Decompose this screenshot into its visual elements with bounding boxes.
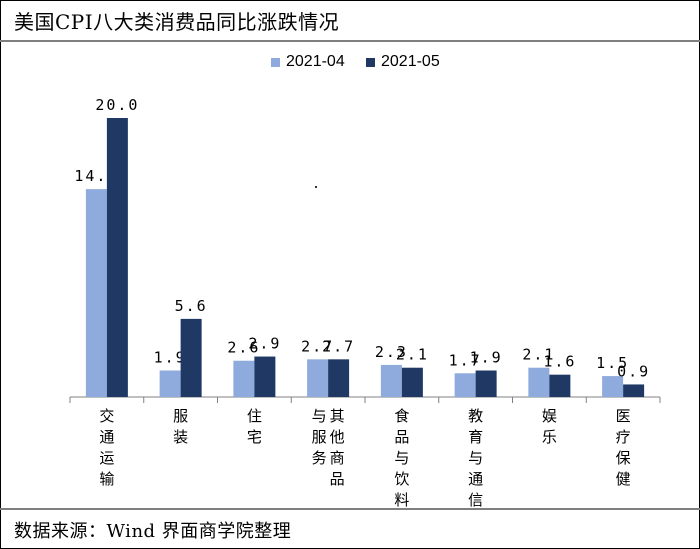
category-label-char: 乐	[542, 428, 557, 446]
source-divider	[0, 508, 700, 510]
category-label-char: 医	[616, 407, 631, 425]
bar-2021-04-4	[380, 364, 402, 397]
bar-2021-04-2	[233, 360, 255, 397]
category-label-char: 育	[468, 428, 483, 446]
data-source: 数据来源：Wind 界面商学院整理	[14, 521, 292, 542]
bar-2021-05-1	[180, 318, 202, 397]
bar-2021-05-3	[328, 359, 350, 397]
category-label-char: 住	[247, 407, 262, 425]
data-label-2021-05-6: 1.6	[543, 353, 576, 371]
data-label-2021-04-3: 2.7	[301, 337, 334, 355]
legend-label-2021-05: 2021-05	[381, 53, 440, 70]
category-label-char: 健	[616, 470, 631, 488]
bar-2021-05-5	[475, 370, 497, 397]
category-label-char: 品	[330, 470, 345, 488]
bar-2021-04-0	[85, 189, 107, 397]
category-label-char: 服	[312, 428, 327, 446]
category-label-char: 装	[173, 428, 188, 446]
bar-2021-05-2	[254, 356, 276, 397]
data-label-2021-04-0: 14.9	[74, 167, 118, 185]
bar-2021-05-4	[401, 367, 423, 397]
category-label-char: 服	[173, 407, 188, 425]
category-label-char: 与	[394, 449, 409, 467]
data-label-2021-04-5: 1.7	[449, 351, 482, 369]
category-label-char: 信	[468, 491, 483, 509]
category-label-char: 食	[394, 407, 409, 425]
category-label-char: 饮	[394, 470, 409, 488]
legend-swatch-2021-04	[271, 57, 280, 67]
data-label-2021-04-1: 1.9	[154, 348, 187, 366]
bar-2021-04-5	[454, 373, 476, 397]
category-label-char: 与	[312, 407, 327, 425]
category-label-char: 商	[330, 449, 345, 467]
category-label-char: 运	[99, 449, 114, 467]
category-label-char: 保	[616, 449, 631, 467]
category-label-char: 他	[330, 428, 345, 446]
legend-swatch-2021-05	[366, 57, 375, 67]
data-label-2021-05-1: 5.6	[175, 297, 208, 315]
data-label-2021-05-7: 0.9	[617, 362, 650, 380]
category-label-char: 务	[312, 449, 327, 467]
chart-title: 美国CPI八大类消费品同比涨跌情况	[14, 10, 340, 34]
title-divider	[0, 40, 700, 42]
bar-2021-05-7	[623, 384, 645, 397]
legend-item-2021-04: 2021-04	[271, 53, 345, 71]
legend-label-2021-04: 2021-04	[286, 53, 345, 70]
category-label-char: 交	[99, 407, 114, 425]
data-label-2021-04-7: 1.5	[596, 354, 629, 372]
bar-2021-05-0	[106, 118, 128, 397]
category-label-char: 料	[394, 491, 409, 509]
data-label-2021-04-6: 2.1	[522, 346, 555, 364]
category-label-char: 通	[99, 428, 114, 446]
data-label-2021-05-5: 1.9	[470, 348, 503, 366]
category-label-char: 品	[394, 428, 409, 446]
category-label-char: 其	[330, 407, 345, 425]
category-label-char: 娱	[542, 407, 557, 425]
category-label-char: 疗	[616, 428, 631, 446]
data-label-2021-04-2: 2.6	[227, 339, 260, 357]
bar-2021-04-3	[307, 359, 329, 397]
legend: 2021-04 2021-05	[0, 53, 700, 73]
bar-2021-05-6	[549, 374, 571, 397]
bar-2021-04-6	[528, 367, 550, 397]
bar-2021-04-1	[159, 370, 181, 397]
stray-dot	[315, 186, 317, 188]
data-label-2021-05-2: 2.9	[248, 335, 281, 353]
legend-item-2021-05: 2021-05	[366, 53, 440, 71]
bar-2021-04-7	[602, 376, 624, 397]
category-label-char: 输	[99, 470, 114, 488]
category-label-char: 教	[468, 407, 483, 425]
data-label-2021-04-4: 2.3	[375, 343, 408, 361]
category-label-char: 通	[468, 470, 483, 488]
category-label-char: 宅	[247, 428, 262, 446]
category-label-char: 与	[468, 449, 483, 467]
data-label-2021-05-3: 2.7	[322, 337, 355, 355]
data-label-2021-05-0: 20.0	[95, 96, 139, 114]
data-label-2021-05-4: 2.1	[396, 346, 429, 364]
